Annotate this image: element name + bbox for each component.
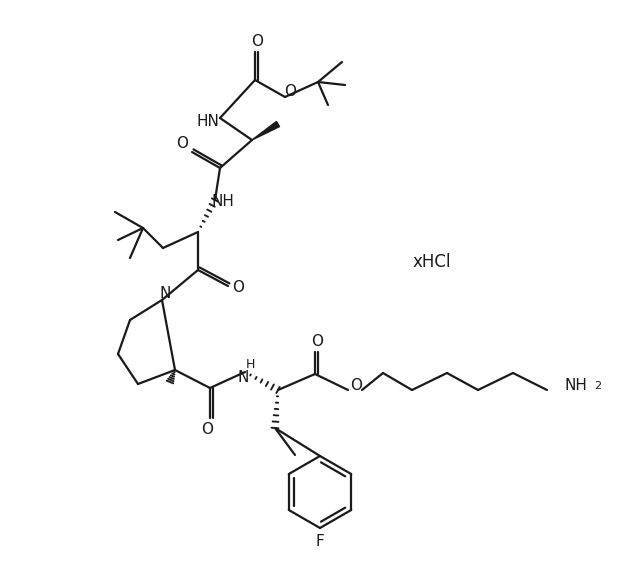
Text: N: N	[159, 286, 171, 301]
Text: O: O	[176, 137, 188, 151]
Text: H: H	[245, 358, 255, 371]
Text: 2: 2	[594, 381, 601, 391]
Text: O: O	[232, 281, 244, 295]
Text: O: O	[311, 335, 323, 349]
Text: N: N	[237, 370, 249, 384]
Text: O: O	[284, 83, 296, 99]
Text: F: F	[316, 534, 324, 548]
Text: NH: NH	[212, 194, 234, 209]
Text: O: O	[350, 378, 362, 392]
Text: HN: HN	[196, 113, 220, 129]
Text: xHCl: xHCl	[413, 253, 451, 271]
Text: NH: NH	[565, 379, 588, 393]
Text: O: O	[251, 35, 263, 49]
Text: O: O	[201, 422, 213, 438]
Polygon shape	[252, 121, 280, 140]
